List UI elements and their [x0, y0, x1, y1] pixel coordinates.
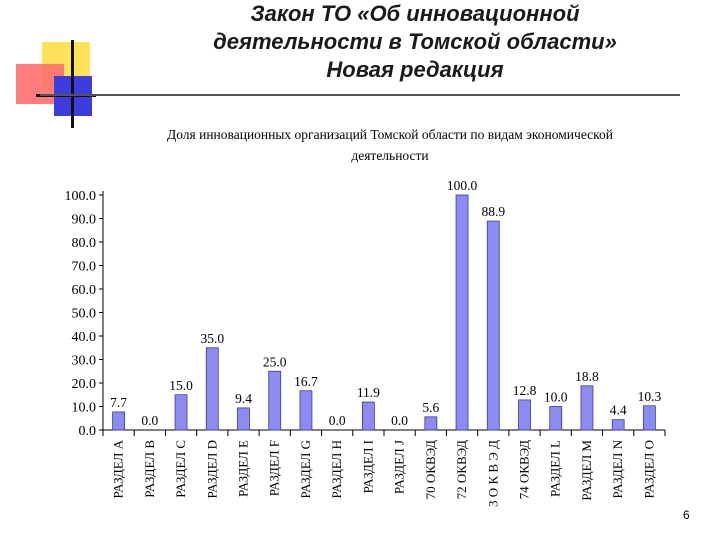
- y-tick-label: 30.0: [72, 354, 97, 369]
- category-label: РАЗДЕЛ I: [360, 440, 375, 493]
- bar: [237, 407, 250, 431]
- y-tick-label: 80.0: [72, 236, 97, 251]
- bar-value-label: 10.0: [544, 390, 568, 405]
- page-number: 6: [683, 508, 690, 522]
- y-tick-label: 100.0: [65, 189, 97, 204]
- bar-value-label: 4.4: [610, 403, 627, 418]
- category-label: РАЗДЕЛ G: [298, 440, 313, 498]
- category-label: РАЗДЕЛ D: [204, 440, 219, 498]
- bar-value-label: 18.8: [575, 369, 599, 384]
- bar-value-label: 11.9: [357, 385, 380, 400]
- bar-value-label: 16.7: [294, 374, 318, 389]
- bar-value-label: 88.9: [481, 204, 505, 219]
- slide-title-line-2: деятельности в Томской области»: [213, 29, 617, 54]
- y-tick-label: 50.0: [72, 307, 97, 322]
- category-label: РАЗДЕЛ O: [641, 440, 656, 498]
- category-label: РАЗДЕЛ J: [392, 440, 407, 494]
- bar: [549, 406, 563, 431]
- bar-value-label: 12.8: [513, 383, 537, 398]
- bar: [112, 411, 126, 431]
- bar-value-label: 35.0: [200, 331, 224, 346]
- y-tick-label: 0.0: [79, 424, 97, 439]
- category-label: РАЗДЕЛ A: [111, 439, 126, 498]
- ornament-vertical-line: [71, 40, 74, 128]
- title-divider: [40, 94, 680, 96]
- bar-value-label: 0.0: [141, 413, 158, 428]
- bar-value-label: 7.7: [110, 395, 127, 410]
- bar: [455, 194, 469, 431]
- bar: [486, 220, 500, 431]
- bar: [424, 416, 438, 431]
- y-tick-label: 10.0: [72, 401, 97, 416]
- y-tick-label: 20.0: [72, 377, 97, 392]
- bar: [205, 347, 219, 431]
- bar: [642, 405, 656, 431]
- y-tick-label: 90.0: [72, 213, 97, 228]
- slide-title-line-1: Закон ТО «Об инновационной: [250, 1, 580, 26]
- bar: [518, 399, 531, 431]
- category-label: РАЗДЕЛ H: [329, 440, 344, 498]
- bar-value-label: 0.0: [329, 413, 346, 428]
- category-label: РАЗДЕЛ B: [142, 440, 157, 498]
- chart-title: Доля инновационных организаций Томской о…: [110, 124, 670, 166]
- bar-value-label: 5.6: [422, 400, 439, 415]
- category-label: РАЗДЕЛ E: [236, 440, 251, 497]
- chart-title-line-2: деятельности: [351, 148, 429, 163]
- bar: [174, 394, 188, 431]
- slide-title-line-3: Новая редакция: [326, 57, 504, 82]
- slide-title: Закон ТО «Об инновационной деятельности …: [150, 0, 680, 84]
- category-label: РАЗДЕЛ N: [610, 439, 625, 498]
- category-label: 74 ОКВЭД: [517, 440, 532, 499]
- bar-value-label: 10.3: [638, 389, 662, 404]
- bar-value-label: 15.0: [169, 378, 193, 393]
- category-label: РАЗДЕЛ M: [579, 440, 594, 501]
- bar-value-label: 25.0: [263, 354, 287, 369]
- bar: [299, 390, 313, 431]
- bar: [361, 401, 375, 431]
- bar: [268, 370, 282, 431]
- chart-title-line-1: Доля инновационных организаций Томской о…: [167, 127, 613, 142]
- bar: [580, 385, 594, 431]
- category-label: РАЗДЕЛ L: [548, 440, 563, 497]
- category-label: 72 ОКВЭД: [454, 440, 469, 499]
- category-label: 3 О К В Э Д: [485, 440, 500, 507]
- bar-value-label: 0.0: [391, 413, 408, 428]
- y-tick-label: 70.0: [72, 260, 97, 275]
- y-tick-label: 40.0: [72, 330, 97, 345]
- category-label: 70 ОКВЭД: [423, 440, 438, 499]
- category-label: РАЗДЕЛ C: [173, 440, 188, 498]
- y-tick-label: 60.0: [72, 283, 97, 298]
- bar-value-label: 100.0: [447, 178, 478, 193]
- category-label: РАЗДЕЛ F: [267, 440, 282, 496]
- bar-value-label: 9.4: [235, 391, 252, 406]
- bar: [611, 419, 625, 431]
